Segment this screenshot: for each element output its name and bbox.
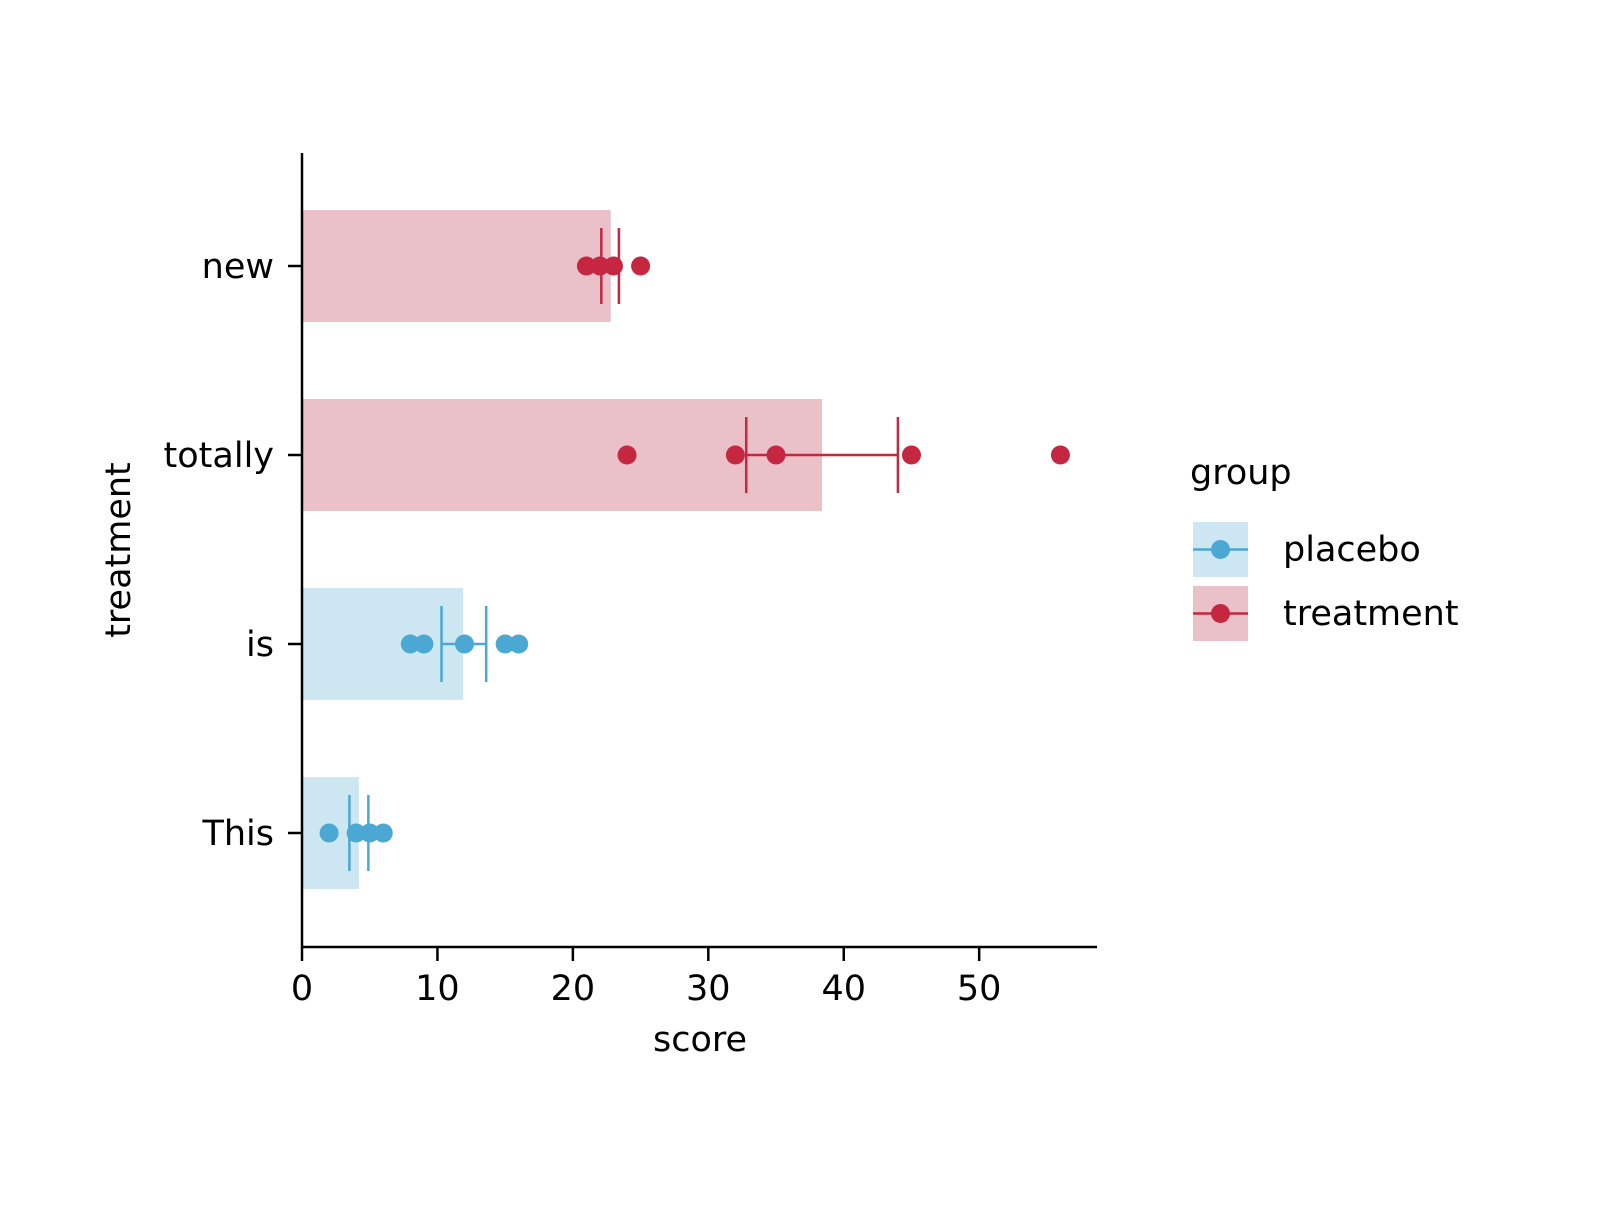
- data-point-is-5: [509, 634, 529, 654]
- data-point-is-1: [400, 634, 420, 654]
- legend-label-placebo: placebo: [1283, 530, 1421, 570]
- data-point-this-1: [319, 823, 339, 843]
- bar-new: [302, 210, 611, 322]
- y-tick-label-is: is: [246, 625, 274, 665]
- x-tick-label-30: 30: [686, 969, 731, 1009]
- y-tick-label-this: This: [201, 814, 274, 854]
- legend-entries: placebo treatment: [1193, 522, 1459, 641]
- y-tick-label-totally: totally: [164, 436, 274, 476]
- data-point-new-1: [576, 256, 596, 276]
- legend-label-treatment: treatment: [1283, 594, 1459, 634]
- data-point-is-4: [495, 634, 515, 654]
- x-tick-label-40: 40: [821, 969, 866, 1009]
- points-layer: [319, 256, 1070, 843]
- x-tick-label-0: 0: [291, 969, 313, 1009]
- x-axis-title: score: [653, 1020, 747, 1060]
- bar-is: [302, 588, 464, 700]
- y-tick-label-new: new: [202, 247, 274, 287]
- axes-layer: 0 10 20 30 40 50 new totally is This score treat…: [99, 153, 1097, 1060]
- x-ticks: 0 10 20 30 40 50: [291, 947, 1002, 1009]
- bars-layer: [302, 210, 823, 889]
- y-ticks: new totally is This: [164, 247, 302, 854]
- data-point-this-2: [346, 823, 366, 843]
- data-point-totally-2: [725, 445, 745, 465]
- x-tick-label-20: 20: [551, 969, 596, 1009]
- data-point-is-3: [455, 634, 475, 654]
- legend-title: group: [1190, 453, 1292, 493]
- data-point-new-4: [631, 256, 651, 276]
- data-point-totally-4: [901, 445, 921, 465]
- data-point-new-2: [590, 256, 610, 276]
- data-point-totally-1: [617, 445, 637, 465]
- legend-marker-placebo: [1211, 540, 1230, 559]
- y-axis-title: treatment: [99, 462, 139, 638]
- data-point-is-2: [414, 634, 434, 654]
- data-point-this-4: [373, 823, 393, 843]
- data-point-totally-5: [1050, 445, 1070, 465]
- legend: group placebo treatment: [1190, 453, 1459, 641]
- data-point-totally-3: [766, 445, 786, 465]
- x-tick-label-10: 10: [415, 969, 460, 1009]
- data-point-new-3: [603, 256, 623, 276]
- error-bars-layer: [348, 228, 900, 871]
- x-tick-label-50: 50: [957, 969, 1002, 1009]
- data-point-this-3: [360, 823, 380, 843]
- legend-marker-treatment: [1211, 604, 1230, 623]
